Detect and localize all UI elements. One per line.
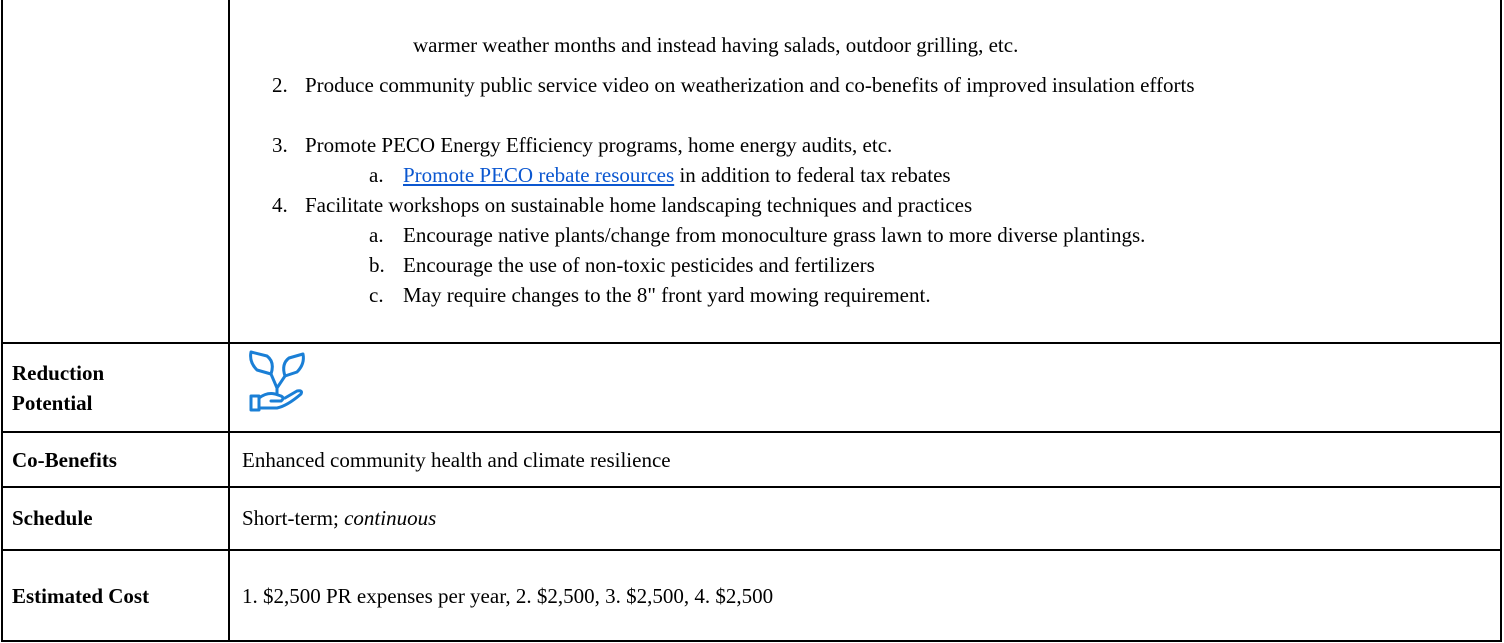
list-item: Encourage the use of non-toxic pesticide… — [403, 253, 875, 277]
list-item: Promote PECO rebate resources in additio… — [403, 160, 951, 190]
border — [1, 431, 1502, 433]
list-item: Produce community public service video o… — [305, 73, 1195, 97]
border — [1, 640, 1502, 642]
row-label: Reduction Potential — [12, 361, 105, 415]
border — [228, 0, 230, 642]
border — [1500, 0, 1502, 642]
row-label: Estimated Cost — [12, 584, 150, 608]
cell-text: Enhanced community health and climate re… — [242, 448, 671, 472]
cell-text: 1. $2,500 PR expenses per year, 2. $2,50… — [242, 584, 774, 608]
border — [1, 549, 1502, 551]
border — [1, 486, 1502, 488]
list-marker: 3. — [272, 133, 288, 157]
list-continuation: warmer weather months and instead having… — [413, 33, 1019, 57]
list-marker: 4. — [272, 193, 288, 217]
list-item: Promote PECO Energy Efficiency programs,… — [305, 133, 893, 157]
border — [1, 342, 1502, 344]
list-item: Encourage native plants/change from mono… — [403, 223, 1146, 247]
emphasis: continuous — [344, 506, 437, 530]
list-marker: b. — [369, 253, 385, 277]
border — [1, 0, 3, 642]
link[interactable]: Promote PECO rebate resources — [403, 163, 675, 187]
list-marker: a. — [369, 163, 384, 187]
list-marker: c. — [369, 283, 384, 307]
cell-text: Short-term; continuous — [242, 503, 436, 533]
plant-icon — [249, 350, 305, 412]
list-item: May require changes to the 8" front yard… — [403, 283, 931, 307]
list-marker: 2. — [272, 73, 288, 97]
text: in addition to federal tax rebates — [679, 163, 951, 187]
row-label: Schedule — [12, 506, 93, 530]
row-label: Co-Benefits — [12, 448, 117, 472]
text: Short-term; — [242, 506, 339, 530]
list-marker: a. — [369, 223, 384, 247]
list-item: Facilitate workshops on sustainable home… — [305, 193, 973, 217]
